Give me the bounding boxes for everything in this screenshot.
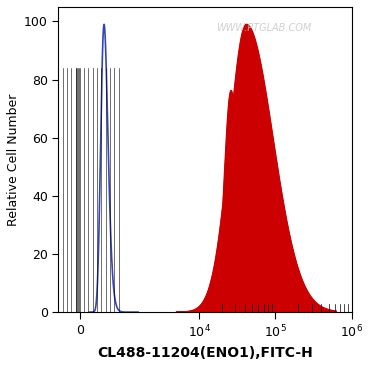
Polygon shape bbox=[176, 24, 336, 312]
Text: WWW.PTGLAB.COM: WWW.PTGLAB.COM bbox=[216, 23, 311, 33]
Y-axis label: Relative Cell Number: Relative Cell Number bbox=[7, 93, 20, 226]
X-axis label: CL488-11204(ENO1),FITC-H: CL488-11204(ENO1),FITC-H bbox=[97, 346, 313, 360]
